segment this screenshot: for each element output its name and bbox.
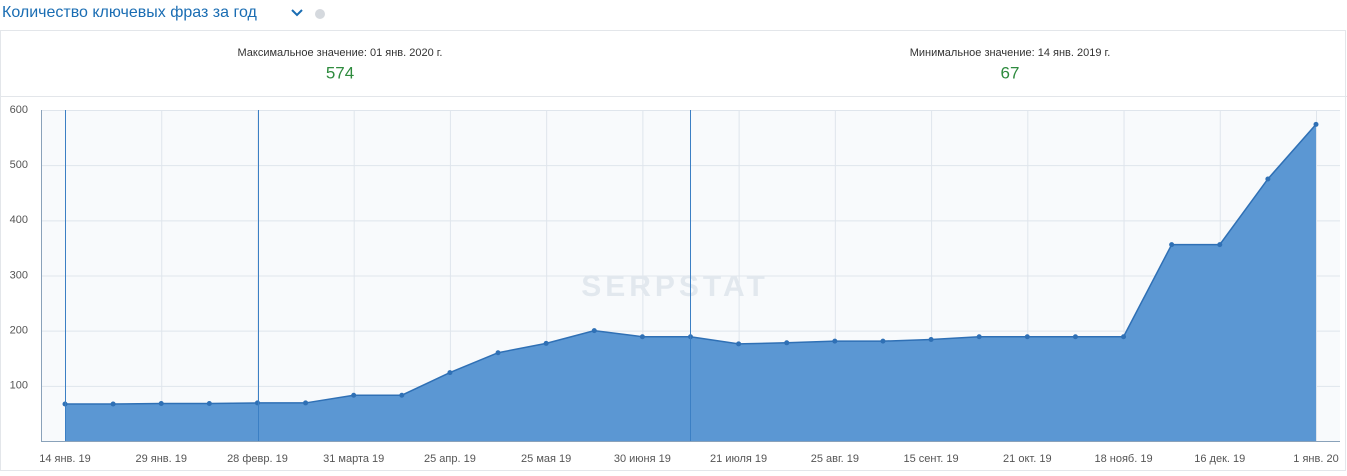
data-point xyxy=(351,392,357,398)
x-tick-label: 25 апр. 19 xyxy=(424,453,476,465)
data-point xyxy=(639,334,645,340)
x-tick-label: 31 марта 19 xyxy=(323,453,384,465)
data-point xyxy=(832,338,838,344)
widget-title: Количество ключевых фраз за год xyxy=(2,4,257,21)
data-point xyxy=(1169,242,1175,248)
y-tick-label: 300 xyxy=(10,269,28,281)
x-tick-label: 29 янв. 19 xyxy=(135,453,187,465)
x-tick-label: 30 июня 19 xyxy=(614,453,671,465)
x-tick-label: 28 февр. 19 xyxy=(227,453,288,465)
data-point xyxy=(880,338,886,344)
data-point xyxy=(976,334,982,340)
data-point xyxy=(158,400,164,406)
data-point xyxy=(399,392,405,398)
y-tick-label: 600 xyxy=(10,104,28,116)
data-point xyxy=(591,328,597,334)
x-tick-label: 15 сент. 19 xyxy=(903,453,958,465)
data-point xyxy=(543,340,549,346)
data-point xyxy=(784,340,790,346)
data-point xyxy=(447,370,453,376)
data-point xyxy=(254,400,260,406)
x-tick-label: 14 янв. 19 xyxy=(39,453,91,465)
watermark: SERPSTAT xyxy=(581,270,769,303)
data-point xyxy=(1265,176,1271,182)
y-tick-label: 400 xyxy=(10,214,28,226)
area xyxy=(65,124,1316,442)
x-tick-label: 18 нояб. 19 xyxy=(1094,453,1152,465)
data-point xyxy=(1313,121,1319,127)
max-value: 574 xyxy=(326,63,354,82)
info-icon[interactable] xyxy=(315,9,325,19)
y-tick-label: 100 xyxy=(10,380,28,392)
data-point xyxy=(206,400,212,406)
data-point xyxy=(928,336,934,342)
data-point xyxy=(110,401,116,407)
x-tick-label: 1 янв. 20 xyxy=(1293,453,1338,465)
data-point xyxy=(1121,334,1127,340)
x-tick-label: 25 авг. 19 xyxy=(811,453,859,465)
min-label: Минимальное значение: 14 янв. 2019 г. xyxy=(910,47,1111,59)
x-tick-label: 25 мая 19 xyxy=(521,453,571,465)
dropdown-chevron[interactable] xyxy=(291,9,303,17)
x-tick-label: 16 дек. 19 xyxy=(1194,453,1245,465)
data-point xyxy=(1024,334,1030,340)
data-point xyxy=(495,350,501,356)
data-point xyxy=(736,341,742,347)
min-value: 67 xyxy=(1001,63,1020,82)
data-point xyxy=(303,400,309,406)
data-point xyxy=(1217,242,1223,248)
y-tick-label: 500 xyxy=(10,159,28,171)
x-tick-label: 21 окт. 19 xyxy=(1003,453,1052,465)
data-point xyxy=(1072,334,1078,340)
x-tick-label: 21 июля 19 xyxy=(710,453,767,465)
max-label: Максимальное значение: 01 янв. 2020 г. xyxy=(237,47,442,59)
y-tick-label: 200 xyxy=(10,325,28,337)
